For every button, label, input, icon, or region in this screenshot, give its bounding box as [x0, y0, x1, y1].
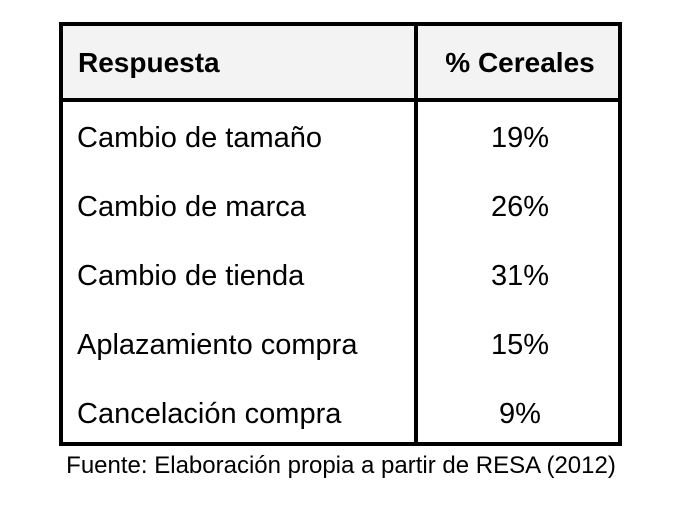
row-value: 19% [490, 122, 550, 154]
row-value: 31% [490, 260, 550, 292]
data-table: Respuesta % Cereales Cambio de tamaño 19… [59, 22, 622, 446]
row-label: Aplazamiento compra [77, 329, 358, 361]
row-label: Cambio de tienda [77, 260, 305, 292]
row-label: Cancelación compra [77, 398, 342, 430]
row-value: 26% [490, 191, 550, 223]
table-row: Cambio de tienda 31% [63, 242, 618, 311]
row-label: Cambio de marca [77, 191, 306, 223]
table-row: Aplazamiento compra 15% [63, 311, 618, 380]
header-respuesta: Respuesta [78, 47, 220, 78]
header-cereales-percent: % Cereales [445, 47, 595, 78]
source-note: Fuente: Elaboración propia a partir de R… [66, 452, 616, 479]
table-header-row: Respuesta % Cereales [63, 26, 618, 102]
column-divider [414, 26, 418, 442]
row-value: 15% [490, 329, 550, 361]
row-label: Cambio de tamaño [77, 122, 323, 154]
table-row: Cancelación compra 9% [63, 380, 618, 449]
table-row: Cambio de marca 26% [63, 173, 618, 242]
row-value: 9% [499, 398, 541, 430]
table-body: Cambio de tamaño 19% Cambio de marca 26%… [63, 104, 618, 449]
table-row: Cambio de tamaño 19% [63, 104, 618, 173]
